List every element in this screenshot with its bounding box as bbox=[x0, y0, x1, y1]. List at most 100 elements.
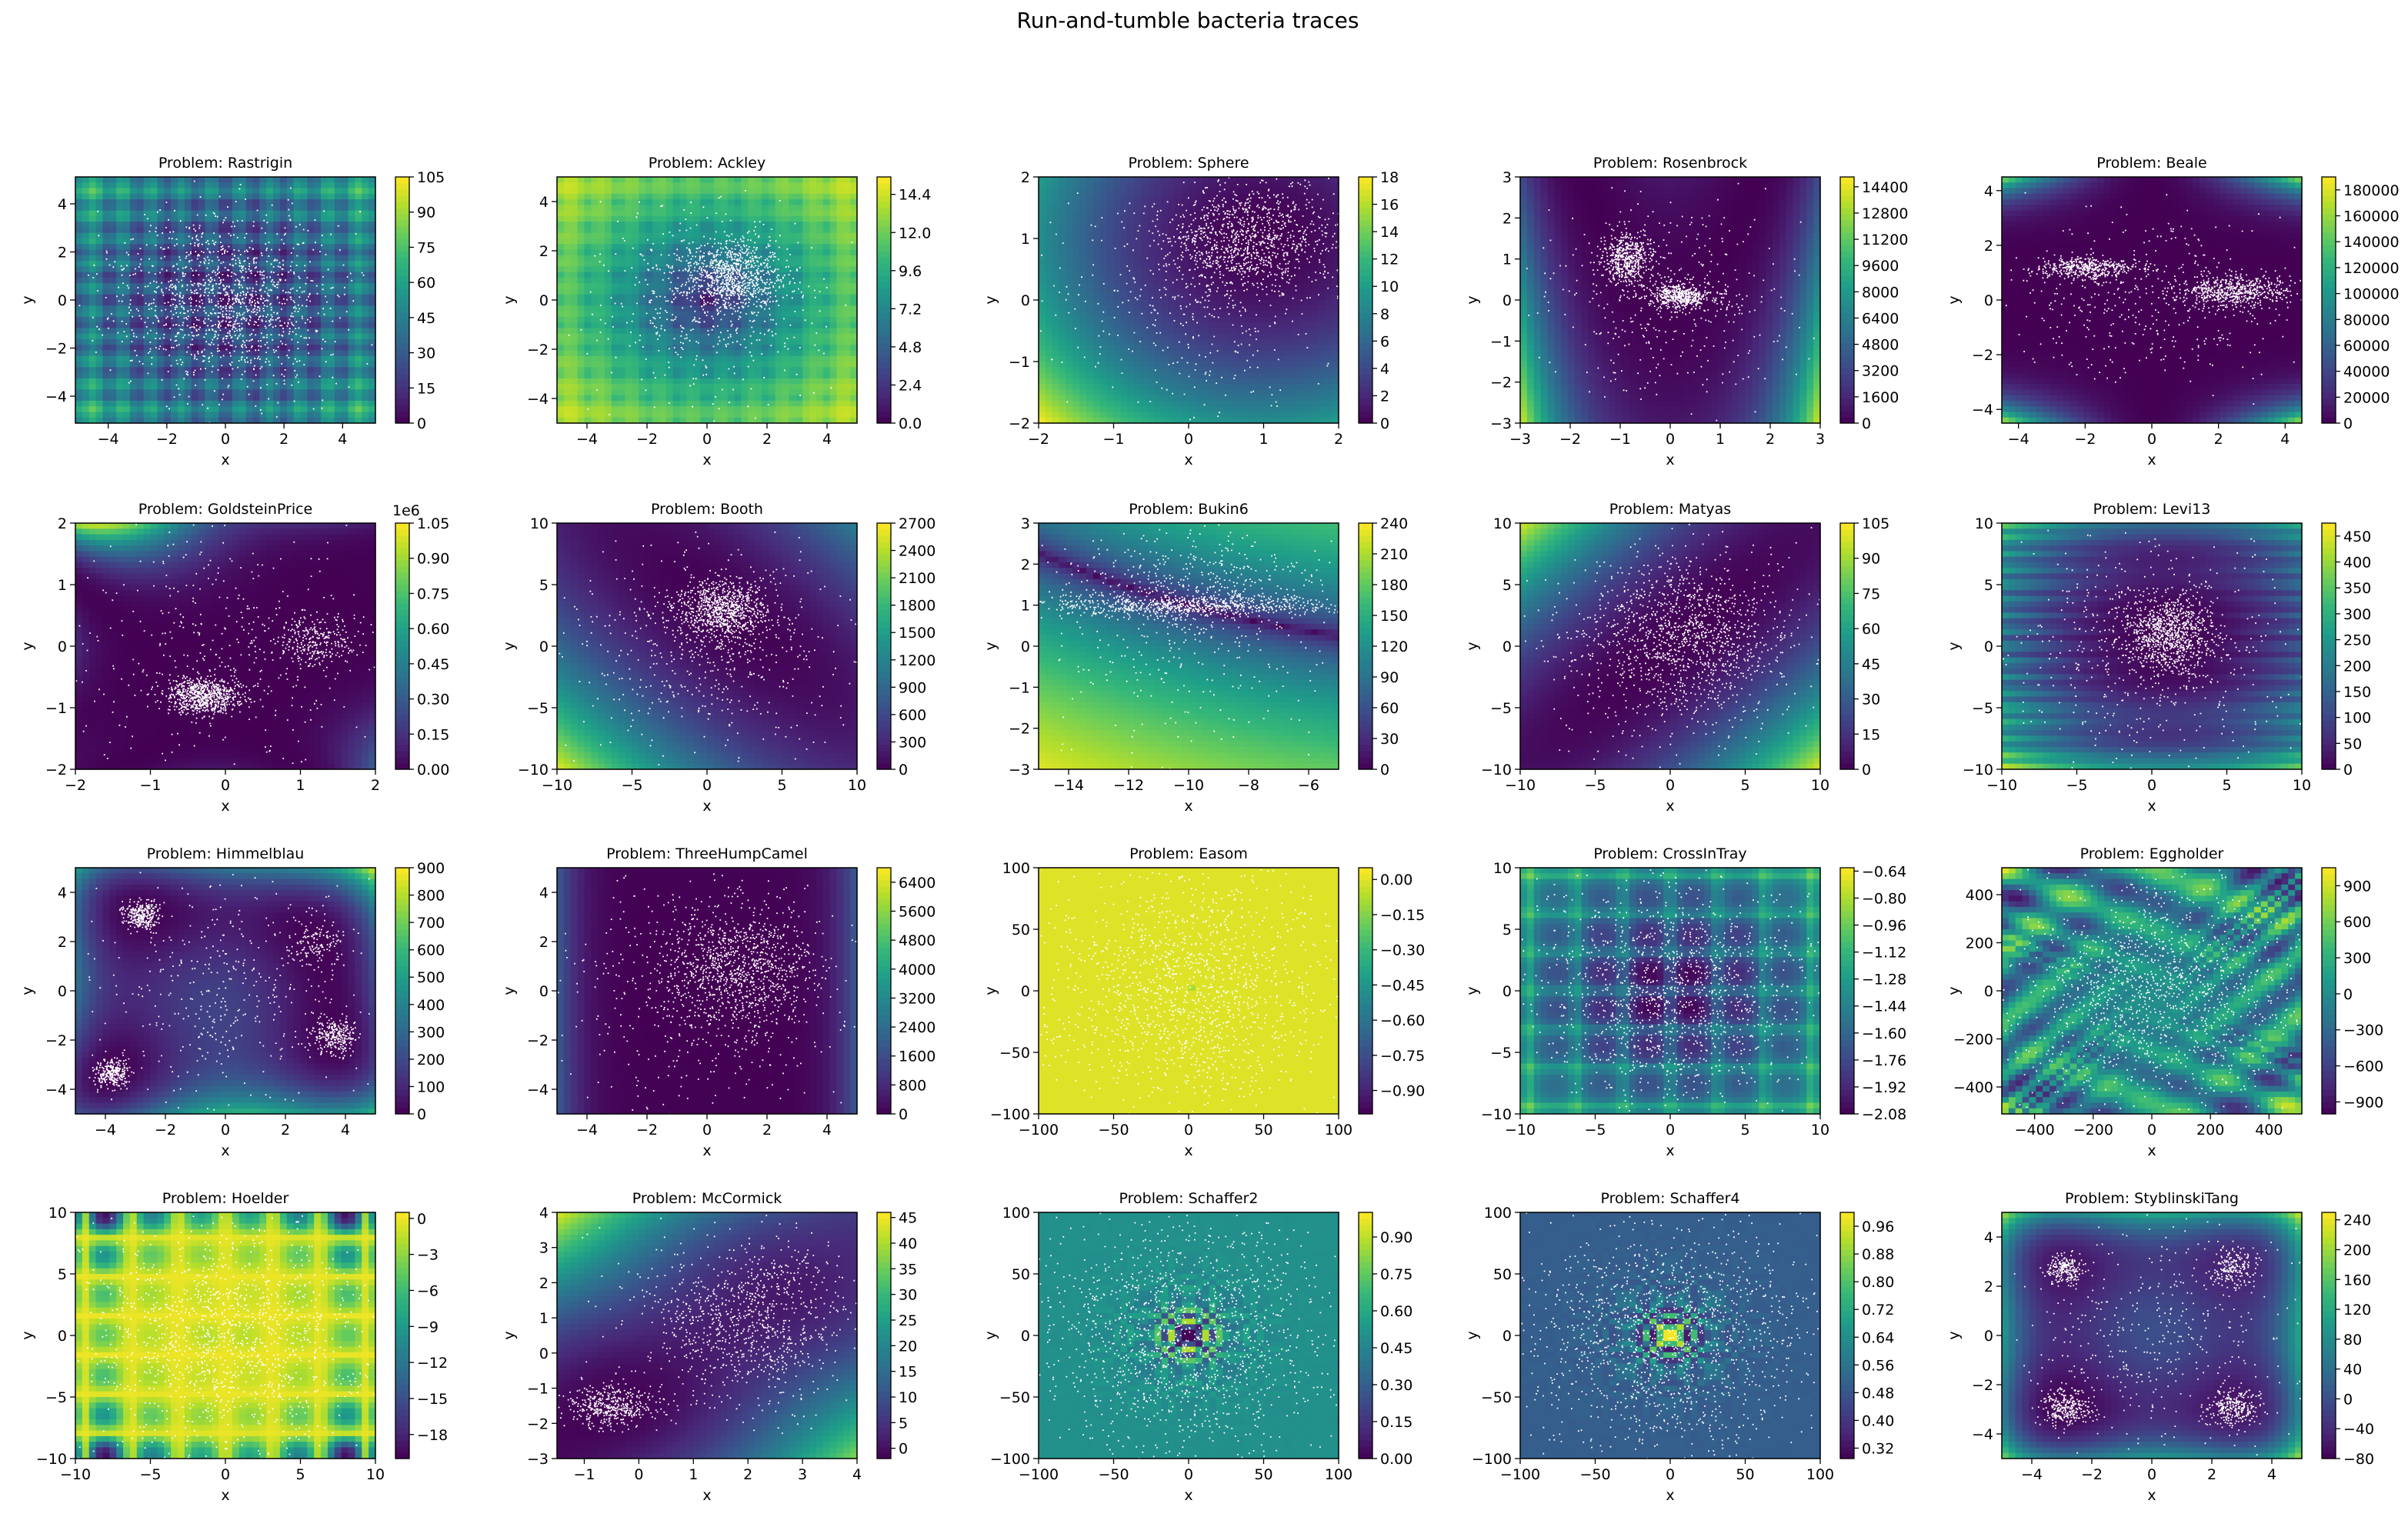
heatmap-cell bbox=[625, 188, 632, 195]
heatmap-cell bbox=[266, 227, 273, 233]
heatmap-cell bbox=[707, 378, 714, 385]
heatmap-cell bbox=[89, 199, 96, 205]
heatmap-cell bbox=[239, 227, 246, 233]
heatmap-cell bbox=[137, 222, 144, 228]
heatmap-cell bbox=[225, 401, 232, 407]
heatmap-cell bbox=[102, 216, 109, 222]
heatmap-cell bbox=[605, 389, 612, 395]
heatmap-cell bbox=[349, 317, 355, 323]
heatmap-cell bbox=[659, 389, 666, 395]
heatmap-cell bbox=[171, 177, 178, 183]
heatmap-cell bbox=[748, 328, 755, 334]
heatmap-cell bbox=[659, 367, 666, 373]
heatmap-cell bbox=[266, 182, 273, 188]
heatmap-cell bbox=[137, 389, 144, 395]
heatmap-cell bbox=[591, 401, 598, 407]
heatmap-cell bbox=[301, 194, 308, 200]
heatmap-cell bbox=[693, 367, 700, 373]
heatmap-cell bbox=[666, 182, 673, 188]
heatmap-cell bbox=[218, 255, 225, 262]
heatmap-cell bbox=[198, 406, 205, 412]
heatmap-cell bbox=[328, 339, 335, 345]
heatmap-cell bbox=[157, 250, 164, 256]
heatmap-cell bbox=[232, 244, 239, 250]
heatmap-cell bbox=[280, 395, 287, 402]
heatmap-cell bbox=[280, 261, 287, 267]
heatmap-cell bbox=[639, 182, 645, 188]
heatmap-cell bbox=[273, 199, 280, 205]
heatmap-cell bbox=[205, 322, 212, 328]
heatmap-cell bbox=[294, 205, 301, 211]
heatmap-cell bbox=[157, 389, 164, 395]
heatmap-cell bbox=[700, 401, 707, 407]
heatmap-cell bbox=[314, 244, 321, 250]
heatmap-cell bbox=[205, 266, 212, 272]
heatmap-cell bbox=[693, 328, 700, 334]
heatmap-cell bbox=[109, 384, 116, 390]
heatmap-cell bbox=[700, 406, 707, 412]
heatmap-cell bbox=[693, 199, 700, 205]
heatmap-cell bbox=[645, 312, 652, 318]
heatmap-cell bbox=[185, 389, 192, 395]
heatmap-cell bbox=[151, 367, 158, 373]
heatmap-cell bbox=[307, 305, 314, 312]
heatmap-cell bbox=[632, 412, 639, 418]
heatmap-cell bbox=[369, 222, 375, 228]
heatmap-cell bbox=[591, 378, 598, 385]
heatmap-cell bbox=[130, 266, 137, 272]
heatmap-cell bbox=[137, 188, 144, 195]
heatmap-cell bbox=[164, 367, 171, 373]
heatmap-cell bbox=[355, 295, 362, 301]
heatmap-cell bbox=[102, 339, 109, 345]
heatmap-cell bbox=[612, 395, 619, 402]
heatmap-cell bbox=[652, 177, 659, 183]
heatmap-cell bbox=[666, 373, 673, 379]
heatmap-cell bbox=[369, 261, 375, 267]
heatmap-cell bbox=[645, 389, 652, 395]
heatmap-cell bbox=[259, 177, 266, 183]
heatmap-cell bbox=[362, 295, 369, 301]
heatmap-cell bbox=[557, 295, 564, 301]
heatmap-cell bbox=[571, 244, 578, 250]
heatmap-cell bbox=[116, 384, 123, 390]
heatmap-cell bbox=[328, 395, 335, 402]
heatmap-cell bbox=[130, 373, 137, 379]
heatmap-cell bbox=[645, 261, 652, 267]
heatmap-cell bbox=[349, 288, 355, 295]
heatmap-cell bbox=[673, 384, 680, 390]
heatmap-cell bbox=[287, 278, 294, 284]
heatmap-cell bbox=[192, 261, 198, 267]
heatmap-cell bbox=[321, 188, 328, 195]
heatmap-cell bbox=[659, 322, 666, 328]
heatmap-cell bbox=[171, 322, 178, 328]
heatmap-cell bbox=[707, 199, 714, 205]
heatmap-cell bbox=[212, 395, 218, 402]
heatmap-cell bbox=[584, 266, 591, 272]
heatmap-cell bbox=[89, 227, 96, 233]
heatmap-cell bbox=[307, 367, 314, 373]
heatmap-cell bbox=[349, 305, 355, 312]
heatmap-cell bbox=[748, 345, 755, 351]
heatmap-cell bbox=[137, 233, 144, 239]
heatmap-cell bbox=[632, 322, 639, 328]
heatmap-cell bbox=[225, 205, 232, 211]
heatmap-cell bbox=[266, 328, 273, 334]
heatmap-cell bbox=[75, 266, 82, 272]
heatmap-cell bbox=[734, 378, 741, 385]
heatmap-cell bbox=[102, 384, 109, 390]
heatmap-cell bbox=[619, 378, 625, 385]
heatmap-cell bbox=[178, 272, 185, 278]
heatmap-cell bbox=[75, 406, 82, 412]
heatmap-cell bbox=[301, 356, 308, 362]
heatmap-cell bbox=[109, 378, 116, 385]
heatmap-cell bbox=[75, 222, 82, 228]
heatmap-cell bbox=[252, 278, 259, 284]
colorbar-segment bbox=[395, 362, 409, 368]
heatmap-cell bbox=[680, 205, 687, 211]
heatmap-cell bbox=[625, 356, 632, 362]
heatmap-cell bbox=[198, 177, 205, 183]
heatmap-cell bbox=[116, 222, 123, 228]
heatmap-cell bbox=[301, 412, 308, 418]
heatmap-cell bbox=[252, 412, 259, 418]
heatmap-cell bbox=[232, 227, 239, 233]
